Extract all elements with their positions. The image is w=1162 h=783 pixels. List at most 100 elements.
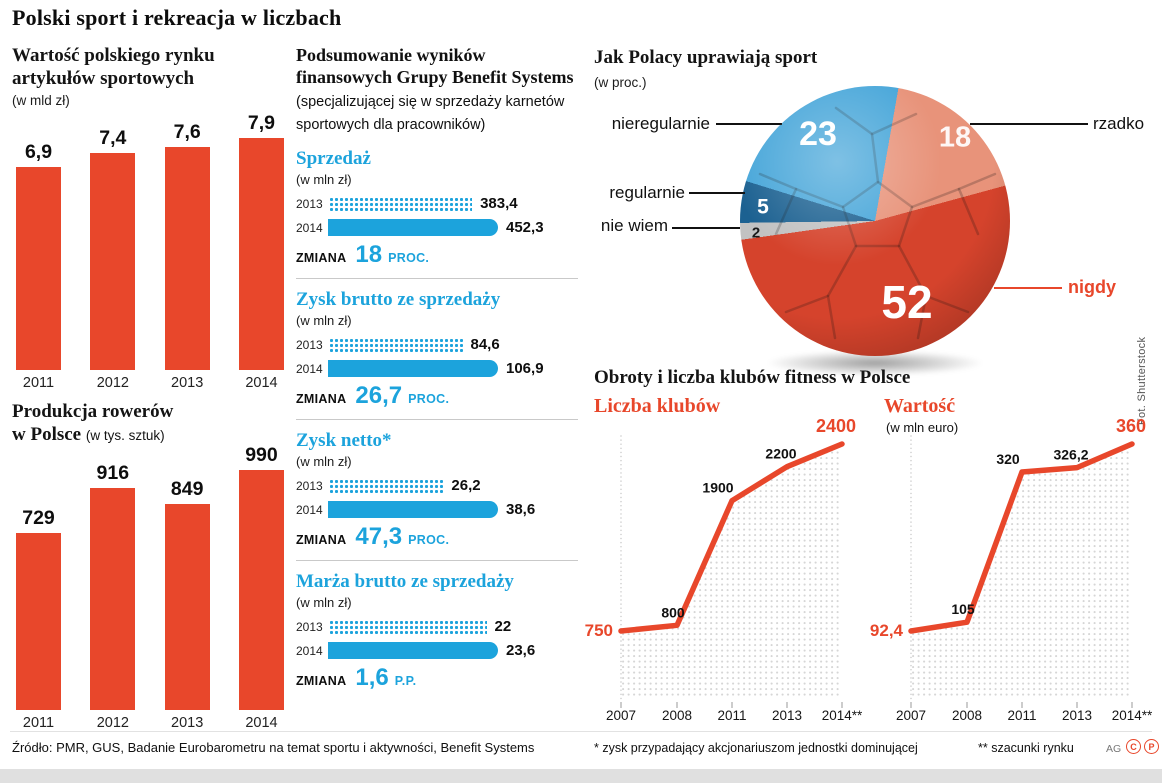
line-chart-title: Wartość <box>884 395 956 417</box>
benefit-intro-rest: (specjalizującej się w sprzedaży karnetó… <box>296 94 565 133</box>
x-tick-label: 2008 <box>662 708 692 723</box>
x-tick-label: 2013 <box>772 708 802 723</box>
benefit-change-value: 47,3 <box>355 523 403 550</box>
pie-value-nigdy: 52 <box>881 276 933 328</box>
fitness-panel: Obroty i liczba klubów fitness w Polsce … <box>585 362 1162 734</box>
bar-category-label: 2013 <box>171 715 204 731</box>
pie-label-nigdy: nigdy <box>1068 277 1116 297</box>
pie-panel: Jak Polacy uprawiają sport (w proc.) <box>586 40 1162 425</box>
bar-group: 849 2013 <box>164 478 210 732</box>
point-label: 800 <box>661 604 685 620</box>
hbar-solid <box>328 501 498 518</box>
benefit-change-label: ZMIANA <box>296 533 347 547</box>
benefit-bar-value: 22 <box>494 618 512 635</box>
chart-title-line: Produkcja rowerów <box>12 401 174 422</box>
bar-value-label: 990 <box>245 444 278 466</box>
benefit-bar-row: 2014 452,3 <box>296 217 578 238</box>
bar-category-label: 2013 <box>171 375 204 391</box>
bar <box>90 152 136 370</box>
x-tick-label: 2014** <box>822 708 863 723</box>
bar-category-label: 2012 <box>96 715 129 731</box>
benefit-section-title: Zysk netto* <box>296 430 392 451</box>
benefit-bar-value: 84,6 <box>470 336 500 353</box>
benefit-section-title: Zysk brutto ze sprzedaży <box>296 289 501 310</box>
chart-sporting-goods-market-header: Wartość polskiego rynku artykułów sporto… <box>12 44 292 108</box>
benefit-change-unit: PROC. <box>388 251 430 265</box>
benefit-bar-year: 2014 <box>296 220 323 235</box>
pie-soccer-ball: 23 18 5 2 52 <box>740 86 1010 356</box>
pie-label-nieregularnie: nieregularnie <box>611 114 710 133</box>
pie-callout-line-nieregularnie <box>716 123 782 125</box>
benefit-change-row: ZMIANA 1,6 P.P. <box>296 664 578 692</box>
bar <box>238 470 284 710</box>
bottom-strip <box>0 769 1162 783</box>
copyright-badges: C P <box>1126 739 1159 754</box>
point-label: 105 <box>951 601 975 617</box>
point-label: 326,2 <box>1053 447 1088 463</box>
point-label: 360 <box>1116 416 1146 436</box>
trend-line <box>908 441 1135 634</box>
copyright-p-icon: P <box>1144 739 1159 754</box>
bar-value-label: 729 <box>22 507 55 530</box>
benefit-bar-year: 2013 <box>296 196 323 211</box>
pie-value-nie-wiem: 2 <box>751 224 761 242</box>
benefit-bar-value: 452,3 <box>506 219 544 236</box>
benefit-change-label: ZMIANA <box>296 392 347 406</box>
bar-category-label: 2012 <box>96 375 129 391</box>
bar-chart-sporting-goods: 6,9 2011 7,4 2012 7,6 2013 7,9 2014 <box>12 112 288 392</box>
bar-group: 916 2012 <box>90 462 136 732</box>
hbar-dotted <box>328 478 444 493</box>
point-label: 92,4 <box>870 621 904 640</box>
chart-title-line: Wartość polskiego rynku <box>12 45 215 66</box>
line-chart-title: Liczba klubów <box>594 395 721 417</box>
benefit-section-unit: (w mln zł) <box>296 172 352 187</box>
benefit-bar-value: 106,9 <box>506 360 544 377</box>
pie-value-regularnie: 5 <box>757 195 769 219</box>
bar-chart-bicycles: 729 2011 916 2012 849 2013 990 2014 <box>12 444 288 732</box>
chart-title: Wartość polskiego rynku artykułów sporto… <box>12 44 292 90</box>
benefit-sections: Sprzedaż (w mln zł) 2013 383,4 2014 452,3 ZMIA… <box>296 148 578 701</box>
benefit-section: Zysk brutto ze sprzedaży (w mln zł) 2013 84… <box>296 289 578 420</box>
chart-unit: (w mld zł) <box>12 93 70 108</box>
bar <box>164 504 210 710</box>
benefit-section-title: Sprzedaż <box>296 148 371 169</box>
benefit-bar-value: 38,6 <box>506 501 536 518</box>
bar-group: 990 2014 <box>238 444 284 732</box>
benefit-section-title: Marża brutto ze sprzedaży <box>296 571 514 592</box>
bar-value-label: 7,6 <box>173 120 201 143</box>
line-chart-unit: (w mln euro) <box>886 420 959 435</box>
pie-callout-line-nigdy <box>994 287 1062 289</box>
bar <box>238 138 284 370</box>
x-tick-label: 2011 <box>1007 708 1036 723</box>
bar-category-label: 2011 <box>22 375 55 391</box>
benefit-bar-year: 2013 <box>296 619 323 634</box>
point-label: 750 <box>585 621 613 640</box>
line-chart-clubs: Liczba klubów 2007 2008 2011 2013 2014** 750 8… <box>585 394 870 734</box>
bar <box>90 487 136 710</box>
pie-title: Jak Polacy uprawiają sport <box>594 47 818 68</box>
pie-value-rzadko: 18 <box>938 121 972 154</box>
benefit-section-unit: (w mln zł) <box>296 454 352 469</box>
pie-label-rzadko: rzadko <box>1093 114 1145 133</box>
x-tick-label: 2011 <box>717 708 746 723</box>
bar-group: 729 2011 <box>16 507 61 732</box>
hbar-dotted <box>328 196 473 211</box>
benefit-section: Zysk netto* (w mln zł) 2013 26,2 2014 38,6 ZMI… <box>296 430 578 561</box>
point-label: 2200 <box>765 446 796 462</box>
pie-callout-line-rzadko <box>970 123 1088 125</box>
area-fill <box>621 444 842 699</box>
benefit-change-row: ZMIANA 47,3 PROC. <box>296 523 578 551</box>
x-tick-label: 2008 <box>952 708 982 723</box>
benefit-bar-row: 2013 26,2 <box>296 475 578 496</box>
benefit-bar-year: 2014 <box>296 502 323 517</box>
line-chart-value: Wartość (w mln euro) 2007 2008 2011 2013 201… <box>870 394 1160 734</box>
benefit-systems-panel: Podsumowanie wyników finansowych Grupy B… <box>296 44 578 711</box>
benefit-bar-row: 2013 383,4 <box>296 193 578 214</box>
benefit-change-label: ZMIANA <box>296 251 347 265</box>
area-fill <box>911 444 1132 699</box>
point-label: 320 <box>996 451 1020 467</box>
x-tick-label: 2014** <box>1112 708 1153 723</box>
bar-group: 7,6 2013 <box>164 120 210 392</box>
bar <box>16 167 61 370</box>
hbar-solid <box>328 219 498 236</box>
